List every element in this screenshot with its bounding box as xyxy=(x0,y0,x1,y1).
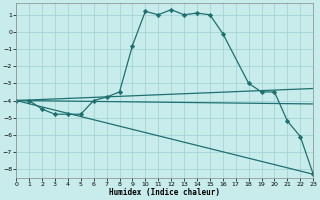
X-axis label: Humidex (Indice chaleur): Humidex (Indice chaleur) xyxy=(109,188,220,197)
